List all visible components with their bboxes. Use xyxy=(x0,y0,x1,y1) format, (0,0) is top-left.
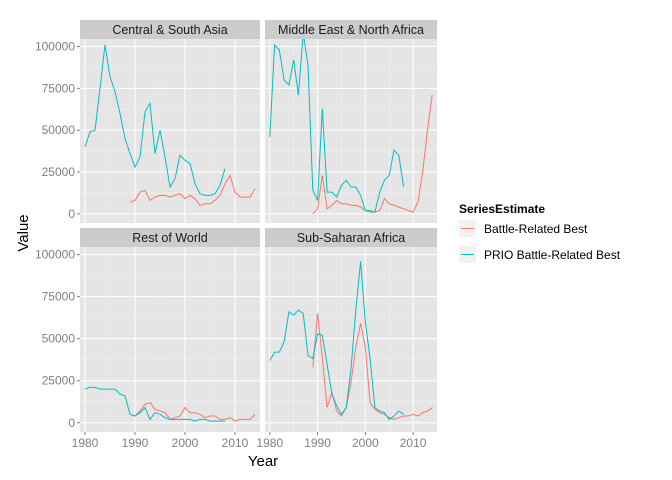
x-tick-label: 1980 xyxy=(256,436,283,450)
y-tick-label: 25000 xyxy=(42,374,76,388)
plot-area-sub-saharan-africa xyxy=(265,247,437,432)
y-tick-label: 75000 xyxy=(42,290,76,304)
x-axis-title: Year xyxy=(248,453,278,470)
y-axis-title: Value xyxy=(15,214,32,251)
strip-sub-saharan-africa xyxy=(265,228,437,247)
x-tick-label: 2010 xyxy=(400,436,427,450)
panel-middle-east-and-north-africa: Middle East & North Africa xyxy=(265,20,437,223)
plot-area-rest-of-world xyxy=(80,247,260,432)
plot-area-central-and-south-asia xyxy=(80,39,260,223)
series-line-battle-related-best-middle-east-and-north-africa xyxy=(312,94,433,215)
y-tick-label: 75000 xyxy=(42,81,76,95)
plot-area-middle-east-and-north-africa xyxy=(265,39,437,223)
y-tick-label: 100000 xyxy=(35,248,75,262)
x-tick-label: 2000 xyxy=(172,436,199,450)
series-line-prio-battle-related-best-middle-east-and-north-africa xyxy=(269,39,405,213)
series-line-battle-related-best-central-and-south-asia xyxy=(129,174,256,206)
strip-label-rest-of-world: Rest of World xyxy=(132,231,208,245)
series-line-battle-related-best-rest-of-world xyxy=(129,402,256,422)
x-tick-label: 2000 xyxy=(352,436,379,450)
series-line-prio-battle-related-best-central-and-south-asia xyxy=(84,44,226,196)
facet-panels: Central & South Asia 0 25000 50000 75000 1000… xyxy=(35,20,437,450)
series-line-prio-battle-related-best-rest-of-world xyxy=(84,386,225,422)
x-tick-label: 1990 xyxy=(122,436,149,450)
strip-rest-of-world xyxy=(80,228,260,247)
y-tick-label: 25000 xyxy=(42,165,76,179)
legend-title: SeriesEstimate xyxy=(459,202,545,216)
legend: SeriesEstimate Battle-Related Best PRIO … xyxy=(459,202,621,263)
legend-label-battle-related-best: Battle-Related Best xyxy=(484,222,588,236)
strip-label-middle-east-and-north-africa: Middle East & North Africa xyxy=(278,23,424,37)
legend-label-prio-battle-related-best: PRIO Battle-Related Best xyxy=(484,248,621,262)
panel-central-and-south-asia: Central & South Asia 0 25000 50000 75000 1000… xyxy=(35,20,260,223)
y-tick-label: 50000 xyxy=(42,123,76,137)
y-tick-label: 100000 xyxy=(35,40,75,54)
y-tick-label: 0 xyxy=(68,207,75,221)
panel-rest-of-world: Rest of World 0 25000 50000 75000 100000 1980 1… xyxy=(35,228,260,450)
series-line-prio-battle-related-best-sub-saharan-africa xyxy=(269,261,404,421)
strip-label-central-and-south-asia: Central & South Asia xyxy=(112,23,227,37)
strip-label-sub-saharan-africa: Sub-Saharan Africa xyxy=(297,231,405,245)
strip-middle-east-and-north-africa xyxy=(265,20,437,39)
y-tick-label: 50000 xyxy=(42,332,76,346)
x-tick-label: 1980 xyxy=(72,436,99,450)
x-tick-label: 1990 xyxy=(304,436,331,450)
panel-sub-saharan-africa: Sub-Saharan Africa 1980 1990 2000 2010 xyxy=(256,228,437,450)
y-tick-label: 0 xyxy=(68,416,75,430)
x-tick-label: 2010 xyxy=(222,436,249,450)
strip-central-and-south-asia xyxy=(80,20,260,39)
